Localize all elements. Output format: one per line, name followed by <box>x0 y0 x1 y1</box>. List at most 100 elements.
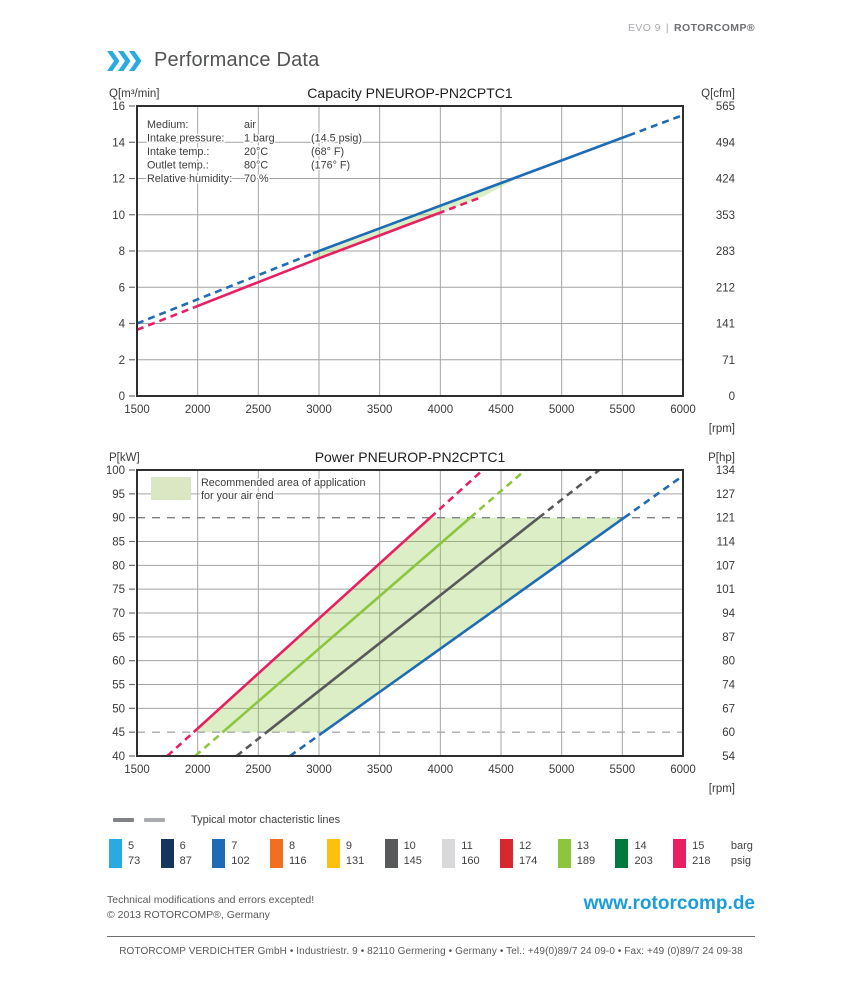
y-right-tick-label: 127 <box>716 489 735 501</box>
pressure-values: 14 203 <box>634 840 653 867</box>
y-right-tick-label: 60 <box>722 727 735 739</box>
y-left-tick-label: 80 <box>112 560 125 572</box>
pressure-values: 13 189 <box>576 840 596 867</box>
y-right-tick-label: 0 <box>729 391 735 403</box>
y-right-tick-label: 494 <box>716 137 736 149</box>
pressure-legend: 5 73 6 87 7 102 8 116 9 131 10 145 11 160 12 174 13 189 14… <box>107 839 755 868</box>
pressure-legend-item: 6 87 <box>160 839 192 868</box>
y-right-tick-label: 141 <box>716 319 735 331</box>
pressure-legend-item: 13 189 <box>557 839 596 868</box>
y-right-tick-label: 80 <box>722 656 735 668</box>
x-tick-label: 4500 <box>488 764 514 776</box>
y-left-axis-label: Q[m³/min] <box>109 88 159 100</box>
x-axis-unit-label: [rpm] <box>709 783 735 795</box>
series-power-7-barg-solid <box>322 516 626 734</box>
pressure-values: 10 145 <box>403 840 422 867</box>
pressure-legend-item: 8 116 <box>269 839 307 868</box>
pressure-values: 7 102 <box>231 840 250 867</box>
y-left-tick-label: 50 <box>112 703 125 715</box>
series-power-10-barg-dashed <box>537 468 601 519</box>
motor-line-dash-icon <box>113 818 134 822</box>
brand-name: ROTORCOMP® <box>674 22 755 34</box>
y-right-tick-label: 424 <box>716 174 736 186</box>
x-tick-label: 4000 <box>428 764 454 776</box>
x-tick-label: 2000 <box>185 764 211 776</box>
chart-title: Power PNEUROP-PN2CPTC1 <box>315 449 506 465</box>
y-left-tick-label: 75 <box>112 584 125 596</box>
page-title: Performance Data <box>154 49 320 71</box>
series-power-15-barg-solid <box>192 516 432 734</box>
capacity-chart: 0 2 4 6 8 10 12 14 16 0 71 141 212 283 353 424 494 565 150… <box>109 85 736 435</box>
y-right-axis-label: P[hp] <box>708 452 735 464</box>
pressure-swatch-icon <box>384 839 398 868</box>
y-left-tick-label: 60 <box>112 656 125 668</box>
y-left-tick-label: 70 <box>112 608 125 620</box>
recommended-area-swatch <box>151 477 191 500</box>
y-right-tick-label: 74 <box>722 680 735 692</box>
series-power-10-barg-dashed <box>235 731 268 758</box>
y-right-tick-label: 212 <box>716 282 735 294</box>
series-power-13-barg-dashed <box>469 469 527 519</box>
x-tick-label: 4500 <box>488 404 514 416</box>
pressure-swatch-icon <box>269 839 283 868</box>
pressure-legend-item: 11 160 <box>442 839 480 868</box>
recommended-area <box>312 174 526 261</box>
brand-header: EVO 9 | ROTORCOMP® <box>107 22 755 34</box>
y-right-tick-label: 114 <box>717 537 736 549</box>
pressure-legend-item: 10 145 <box>384 839 422 868</box>
website-link[interactable]: www.rotorcomp.de <box>583 893 755 914</box>
x-tick-label: 2500 <box>246 764 272 776</box>
series-capacity-7-barg-dashed <box>136 252 314 325</box>
info-label: Intake pressure: <box>147 133 224 145</box>
series-power-13-barg-solid <box>221 516 472 734</box>
x-tick-label: 5500 <box>610 404 636 416</box>
pressure-unit-labels: barg psig <box>730 840 753 867</box>
x-tick-label: 2000 <box>185 404 211 416</box>
x-tick-label: 4000 <box>428 404 454 416</box>
pressure-values: 11 160 <box>461 840 480 867</box>
y-left-tick-label: 95 <box>112 489 125 501</box>
info-value: 80°C <box>244 160 268 172</box>
info-value: air <box>244 119 256 131</box>
company-address: ROTORCOMP VERDICHTER GmbH • Industriestr… <box>107 936 755 957</box>
pressure-swatch-icon <box>442 839 456 868</box>
pressure-legend-item: 15 218 <box>673 839 711 868</box>
x-tick-label: 6000 <box>670 764 696 776</box>
y-right-tick-label: 101 <box>716 584 735 596</box>
info-value: 20°C <box>244 146 268 158</box>
x-tick-label: 3000 <box>306 404 332 416</box>
pressure-values: 15 218 <box>692 840 711 867</box>
series-power-15-barg-dashed <box>166 731 195 757</box>
y-right-tick-label: 54 <box>722 751 735 763</box>
y-right-axis-label: Q[cfm] <box>701 88 735 100</box>
pressure-swatch-icon <box>557 839 571 868</box>
x-axis-unit-label: [rpm] <box>709 423 735 435</box>
x-tick-label: 3500 <box>367 764 393 776</box>
info-label: Medium: <box>147 119 188 131</box>
x-tick-label: 5000 <box>549 764 575 776</box>
pressure-swatch-icon <box>673 839 687 868</box>
model-name: EVO 9 <box>627 22 661 34</box>
pressure-values: 9 131 <box>345 840 365 867</box>
info-value: 1 barg <box>244 133 275 145</box>
note-line-2: © 2013 ROTORCOMP®, Germany <box>107 909 270 921</box>
y-left-tick-label: 55 <box>112 680 125 692</box>
y-right-tick-label: 353 <box>716 210 735 222</box>
series-capacity-7-barg-dashed <box>627 113 684 137</box>
series-capacity-15-barg-dashed <box>136 305 196 332</box>
motor-line-dash-icon <box>144 818 165 822</box>
y-left-tick-label: 90 <box>112 513 125 525</box>
y-right-tick-label: 107 <box>716 560 735 572</box>
y-right-tick-label: 71 <box>722 355 735 367</box>
pressure-legend-item: 14 203 <box>615 839 653 868</box>
x-tick-label: 5000 <box>549 404 575 416</box>
legal-notes: Technical modifications and errors excep… <box>107 893 314 923</box>
motor-legend-label: Typical motor chacteristic lines <box>191 814 341 826</box>
x-tick-label: 1500 <box>124 764 150 776</box>
pressure-values: 8 116 <box>288 840 307 867</box>
plot-border <box>136 105 684 397</box>
y-left-axis-label: P[kW] <box>109 452 140 464</box>
y-right-tick-label: 87 <box>722 632 735 644</box>
info-value: 70 % <box>244 173 269 185</box>
x-tick-label: 3000 <box>306 764 332 776</box>
